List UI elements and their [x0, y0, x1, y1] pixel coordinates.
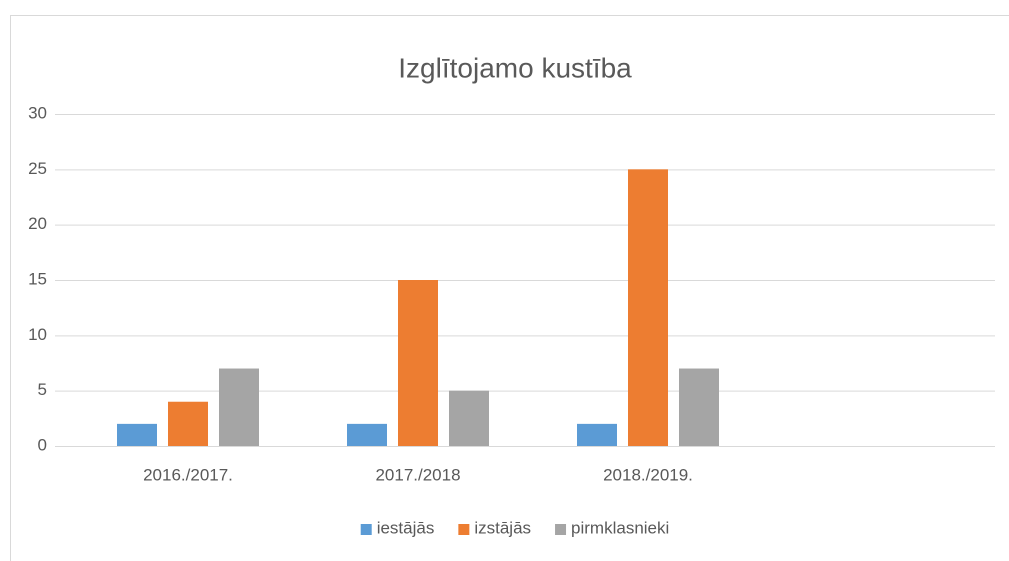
legend-label: izstājās — [474, 518, 531, 537]
y-tick-label: 30 — [28, 103, 47, 122]
y-tick-label: 5 — [38, 380, 47, 399]
chart-title: Izglītojamo kustība — [398, 52, 632, 83]
bar — [347, 423, 387, 446]
bar — [679, 368, 719, 446]
legend-swatch — [458, 524, 470, 535]
bar — [398, 280, 438, 446]
legend-label: iestājās — [377, 518, 435, 537]
legend-swatch — [555, 524, 567, 535]
bar — [117, 423, 157, 446]
bar — [219, 368, 259, 446]
legend-label: pirmklasnieki — [571, 518, 669, 537]
chart-border — [10, 15, 1009, 561]
y-tick-label: 15 — [28, 269, 47, 288]
legend-swatch — [360, 524, 372, 535]
x-tick-label: 2017./2018 — [375, 465, 460, 484]
bar — [577, 423, 617, 446]
y-tick-label: 20 — [28, 214, 47, 233]
y-tick-label: 0 — [38, 435, 47, 454]
y-tick-label: 25 — [28, 159, 47, 178]
bar — [449, 390, 489, 446]
bar — [168, 401, 208, 446]
x-tick-label: 2016./2017. — [143, 465, 233, 484]
x-tick-label: 2018./2019. — [603, 465, 693, 484]
y-tick-label: 10 — [28, 325, 47, 344]
bar — [628, 169, 668, 447]
